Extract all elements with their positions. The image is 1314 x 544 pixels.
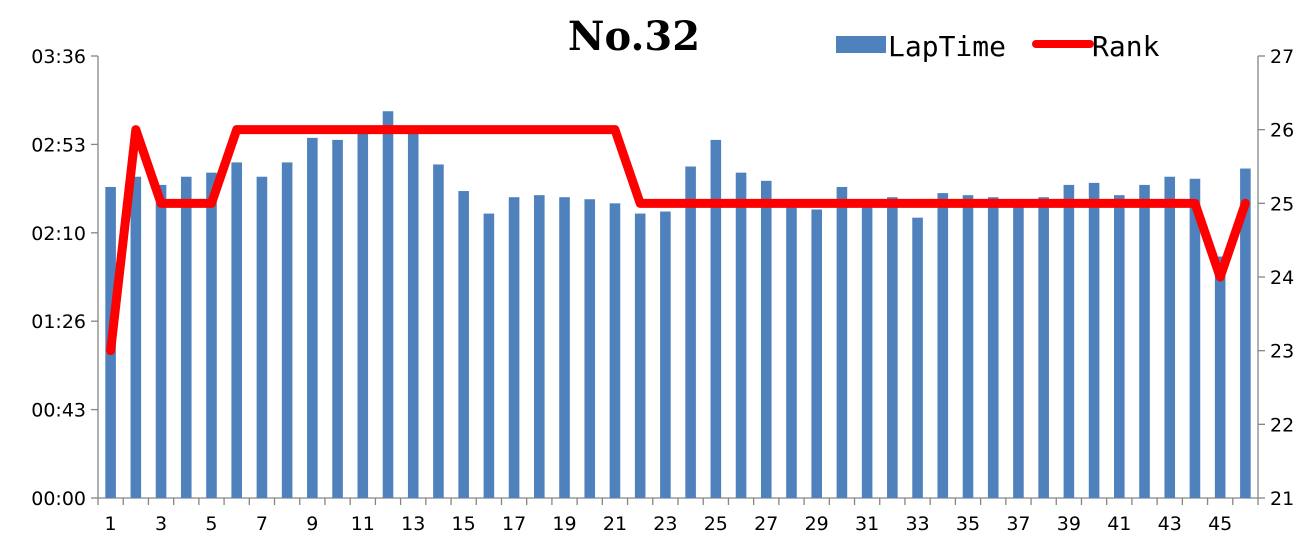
lap-time-bar [484, 214, 495, 498]
x-axis-tick-label: 43 [1158, 513, 1182, 535]
right-axis-tick-label: 23 [1270, 341, 1294, 363]
lap-time-bar [131, 177, 142, 498]
lap-time-bar [912, 218, 923, 498]
lap-time-bar [282, 162, 293, 498]
left-axis-tick-label: 02:10 [31, 223, 86, 245]
lap-time-bar [736, 173, 747, 498]
left-axis-tick-label: 02:53 [31, 134, 86, 156]
lap-time-bar [584, 199, 595, 498]
lap-time-bar [458, 191, 469, 498]
x-axis-tick-label: 11 [351, 513, 375, 535]
lap-time-bar [408, 134, 419, 498]
lap-time-bar [1215, 257, 1226, 498]
lap-time-bar [559, 197, 570, 498]
lap-time-bar [1114, 195, 1125, 498]
lap-time-bar [635, 214, 646, 498]
x-axis-tick-label: 5 [205, 513, 217, 535]
x-axis-tick-label: 1 [105, 513, 117, 535]
lap-time-bar [761, 181, 772, 498]
right-axis-tick-label: 24 [1270, 267, 1294, 289]
legend: LapTime Rank [836, 30, 1160, 63]
x-axis-tick-label: 23 [653, 513, 677, 535]
lap-time-bar [307, 138, 318, 498]
lap-time-bar [383, 111, 394, 498]
lap-time-bar [988, 197, 999, 498]
x-axis-tick-label: 33 [905, 513, 929, 535]
lap-time-bar [357, 134, 368, 498]
lap-time-bar [1089, 183, 1100, 498]
lap-time-bar [711, 140, 722, 498]
x-axis-tick-label: 31 [855, 513, 879, 535]
lap-time-bar [786, 201, 797, 498]
lap-time-bar [257, 177, 268, 498]
x-axis-tick-label: 45 [1208, 513, 1232, 535]
chart-title: No.32 [568, 13, 700, 60]
x-axis-tick-label: 41 [1107, 513, 1131, 535]
x-axis-tick-label: 37 [1006, 513, 1030, 535]
right-axis-tick-label: 26 [1270, 120, 1294, 142]
lap-time-bar [963, 195, 974, 498]
lap-time-bar [509, 197, 520, 498]
lap-time-bar [862, 203, 873, 498]
lap-time-bar [1013, 199, 1024, 498]
lap-time-bar [181, 177, 192, 498]
x-axis-tick-label: 7 [256, 513, 268, 535]
lap-time-bar [332, 140, 343, 498]
lap-time-bar [937, 193, 948, 498]
right-axis-tick-label: 21 [1270, 488, 1294, 510]
lap-time-bar [1164, 177, 1175, 498]
lap-time-bar [156, 185, 167, 498]
right-axis-tick-label: 27 [1270, 46, 1294, 68]
left-axis-tick-label: 03:36 [31, 46, 86, 68]
lap-time-bar [660, 212, 671, 498]
left-axis-tick-label: 01:26 [31, 311, 86, 333]
x-axis-tick-label: 13 [401, 513, 425, 535]
rank-line [111, 130, 1246, 351]
lap-time-bar [1139, 185, 1150, 498]
legend-label-laptime: LapTime [888, 30, 1006, 63]
lap-time-bar [1064, 185, 1075, 498]
x-axis-tick-label: 17 [502, 513, 526, 535]
x-axis-tick-label: 39 [1057, 513, 1081, 535]
left-axis-tick-label: 00:00 [31, 488, 86, 510]
lap-time-bar [610, 203, 621, 498]
x-axis-tick-label: 3 [155, 513, 167, 535]
lap-time-bar [231, 162, 242, 498]
lap-time-bar [685, 167, 696, 499]
lap-time-bar [837, 187, 848, 498]
lap-time-bar [1038, 197, 1049, 498]
lap-time-bar [887, 197, 898, 498]
x-axis-tick-label: 19 [552, 513, 576, 535]
legend-label-rank: Rank [1092, 30, 1160, 63]
lap-time-bar [534, 195, 545, 498]
lap-time-bar [811, 209, 822, 498]
x-axis-tick-label: 35 [956, 513, 980, 535]
rank-series-line [111, 130, 1246, 351]
x-axis-tick-label: 29 [805, 513, 829, 535]
lap-time-bar [206, 173, 217, 498]
lap-time-bars [105, 111, 1250, 498]
left-axis-tick-label: 00:43 [31, 400, 86, 422]
x-axis-tick-label: 25 [704, 513, 728, 535]
right-axis-tick-label: 25 [1270, 193, 1294, 215]
x-axis-tick-label: 21 [603, 513, 627, 535]
legend-swatch-laptime [836, 36, 886, 53]
x-axis-tick-label: 27 [754, 513, 778, 535]
lap-time-bar [433, 164, 444, 498]
x-axis-tick-label: 15 [452, 513, 476, 535]
right-axis-tick-label: 22 [1270, 414, 1294, 436]
x-axis-tick-label: 9 [306, 513, 318, 535]
